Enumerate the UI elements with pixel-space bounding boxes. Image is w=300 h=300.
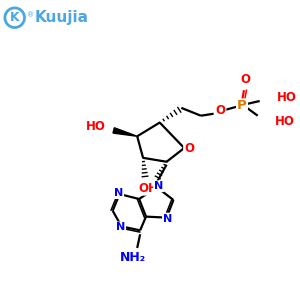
Text: P: P — [237, 99, 247, 112]
Text: ®: ® — [27, 12, 34, 18]
Text: OH: OH — [138, 182, 158, 195]
Text: O: O — [240, 73, 250, 86]
Text: N: N — [163, 214, 172, 224]
Text: HO: HO — [277, 91, 297, 103]
Text: O: O — [215, 104, 226, 117]
Text: O: O — [184, 142, 194, 154]
Text: HO: HO — [275, 115, 295, 128]
Text: Kuujia: Kuujia — [34, 10, 88, 25]
Text: HO: HO — [86, 120, 106, 133]
Text: N: N — [116, 222, 125, 233]
Text: NH₂: NH₂ — [120, 251, 146, 264]
Text: N: N — [114, 188, 123, 198]
Text: N: N — [154, 181, 164, 191]
Polygon shape — [113, 128, 137, 136]
Text: K: K — [10, 11, 20, 24]
